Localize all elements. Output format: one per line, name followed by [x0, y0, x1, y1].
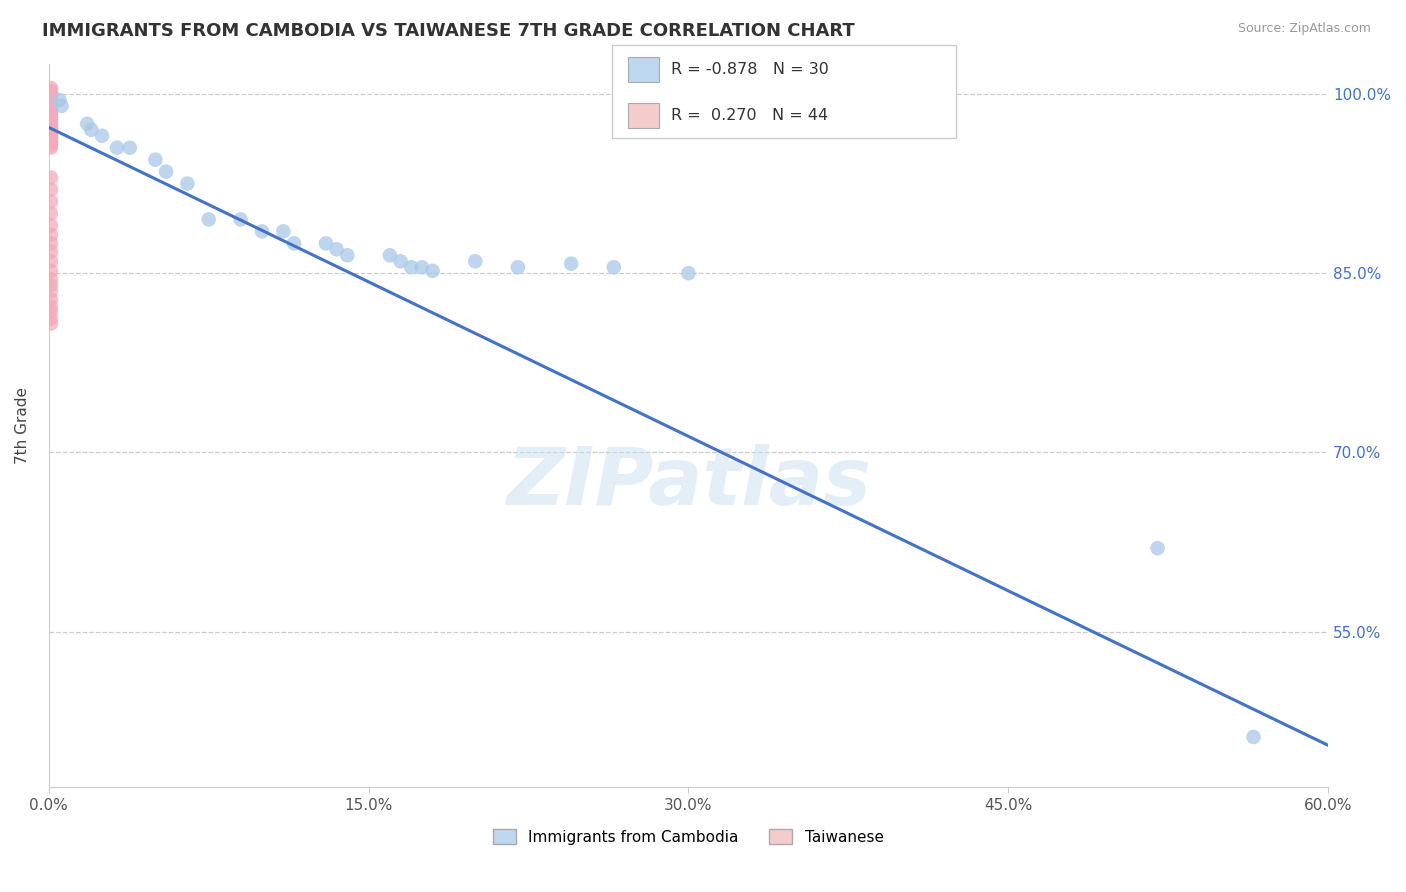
- Point: [39, 90, 62, 104]
- Point: [325, 242, 347, 256]
- Text: R = -0.878   N = 30: R = -0.878 N = 30: [671, 62, 828, 77]
- Point: [39, 311, 62, 326]
- Point: [283, 236, 305, 251]
- Point: [39, 304, 62, 318]
- Point: [603, 260, 626, 275]
- Text: ZIPatlas: ZIPatlas: [506, 444, 870, 523]
- Y-axis label: 7th Grade: 7th Grade: [15, 387, 30, 464]
- Point: [1243, 730, 1265, 744]
- Point: [39, 112, 62, 126]
- Point: [39, 183, 62, 197]
- Point: [1146, 541, 1168, 555]
- Point: [39, 128, 62, 143]
- Point: [422, 264, 444, 278]
- Point: [197, 212, 219, 227]
- Point: [39, 95, 62, 110]
- Point: [118, 141, 141, 155]
- Point: [105, 141, 128, 155]
- Point: [560, 257, 582, 271]
- Point: [39, 194, 62, 209]
- Point: [39, 227, 62, 242]
- Point: [91, 128, 114, 143]
- Point: [678, 266, 700, 280]
- Point: [229, 212, 252, 227]
- Point: [39, 300, 62, 314]
- Point: [378, 248, 401, 262]
- Point: [39, 264, 62, 278]
- Point: [176, 177, 198, 191]
- Point: [39, 81, 62, 95]
- Point: [411, 260, 433, 275]
- Point: [315, 236, 337, 251]
- Point: [39, 121, 62, 136]
- Text: Source: ZipAtlas.com: Source: ZipAtlas.com: [1237, 22, 1371, 36]
- Point: [39, 278, 62, 293]
- Point: [39, 100, 62, 114]
- Point: [250, 224, 273, 238]
- Point: [39, 136, 62, 150]
- Point: [39, 119, 62, 133]
- Point: [39, 134, 62, 148]
- Point: [39, 244, 62, 259]
- Point: [51, 99, 73, 113]
- Point: [39, 127, 62, 141]
- Point: [39, 236, 62, 251]
- Point: [39, 219, 62, 233]
- Point: [39, 110, 62, 124]
- Point: [39, 83, 62, 97]
- Point: [336, 248, 359, 262]
- Point: [39, 141, 62, 155]
- Point: [39, 170, 62, 185]
- Point: [48, 93, 70, 107]
- Point: [39, 206, 62, 220]
- Point: [39, 284, 62, 298]
- Point: [389, 254, 412, 268]
- Point: [145, 153, 167, 167]
- Point: [39, 117, 62, 131]
- Point: [399, 260, 422, 275]
- Point: [155, 164, 177, 178]
- Point: [39, 88, 62, 103]
- Point: [39, 272, 62, 286]
- Point: [464, 254, 486, 268]
- Point: [39, 103, 62, 117]
- Point: [39, 254, 62, 268]
- Point: [39, 317, 62, 331]
- Point: [39, 138, 62, 153]
- Point: [80, 123, 103, 137]
- Text: R =  0.270   N = 44: R = 0.270 N = 44: [671, 108, 828, 122]
- Point: [39, 93, 62, 107]
- Point: [39, 293, 62, 307]
- Text: IMMIGRANTS FROM CAMBODIA VS TAIWANESE 7TH GRADE CORRELATION CHART: IMMIGRANTS FROM CAMBODIA VS TAIWANESE 7T…: [42, 22, 855, 40]
- Point: [39, 114, 62, 128]
- Point: [39, 86, 62, 100]
- Point: [39, 131, 62, 145]
- Point: [506, 260, 529, 275]
- Point: [271, 224, 294, 238]
- Point: [39, 97, 62, 112]
- Point: [39, 107, 62, 121]
- Point: [39, 104, 62, 119]
- Point: [76, 117, 98, 131]
- Point: [39, 124, 62, 138]
- Legend: Immigrants from Cambodia, Taiwanese: Immigrants from Cambodia, Taiwanese: [494, 829, 883, 845]
